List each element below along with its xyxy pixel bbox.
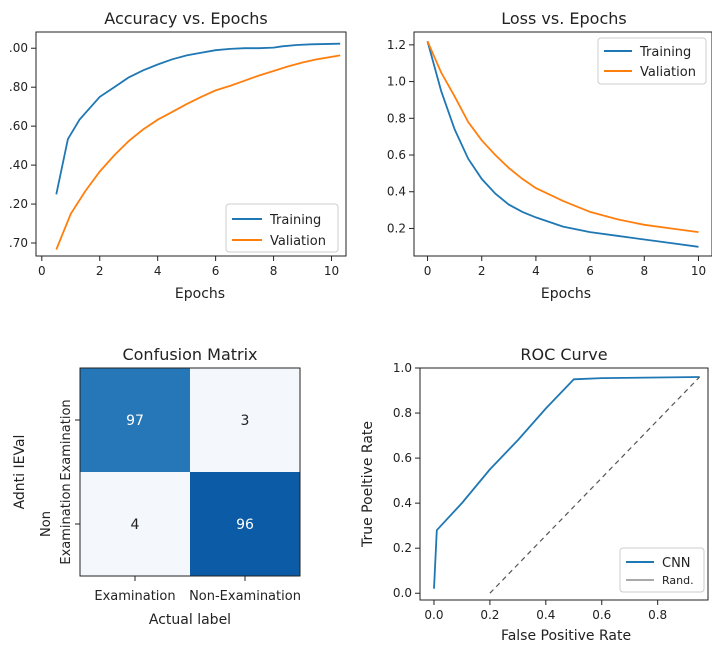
accuracy-ytick-label-1: .20 [9,197,28,211]
loss-xtick-label-3: 6 [586,264,594,278]
roc-xtick-label-1: 0.2 [480,608,499,622]
roc-xtick-label-0: 0.0 [424,608,443,622]
loss-ytick-label-4: 1.0 [387,75,406,89]
roc-axes-frame [419,367,709,601]
roc-ytick-label-0: 0.0 [393,586,412,600]
accuracy-xtick-label-5: 10 [324,264,339,278]
accuracy-xtick-label-2: 4 [154,264,162,278]
roc-legend: CNN Rand. [619,547,705,593]
accuracy-ytick-label-3: .60 [9,119,28,133]
cm-frame [79,367,301,577]
roc-ytick-label-4: 0.8 [393,406,412,420]
accuracy-legend-training: Training [269,213,321,228]
accuracy-series-line-training [55,42,341,195]
cm-value-0-1: 3 [241,413,250,429]
roc-xtick-label-3: 0.6 [592,608,611,622]
accuracy-xtick-label-1: 2 [96,264,104,278]
loss-xtick-label-1: 2 [478,264,486,278]
accuracy-axes-frame [35,31,347,257]
accuracy-title: Accuracy vs. Epochs [104,9,267,28]
accuracy-legend: Training Valiation [225,203,339,253]
loss-axes-frame [413,31,712,257]
cm-x-category-1: Non-Examination [189,589,301,604]
accuracy-series-line-valiation [55,54,341,250]
loss-ytick-label-3: 0.8 [387,111,406,125]
loss-legend-validation: Valiation [640,65,696,80]
accuracy-xtick-label-3: 6 [212,264,220,278]
roc-xtick-label-4: 0.8 [648,608,667,622]
roc-ytick-label-5: 1.0 [393,361,412,375]
roc-series-line-cnn [433,376,700,589]
roc-title: ROC Curve [520,345,607,364]
confusion-matrix-title: Confusion Matrix [122,345,257,364]
loss-panel: Loss vs. Epochs 0 2 4 6 8 10 0.2 0.4 0.6 0.8 1.0 1.… [387,9,712,302]
cm-cell-0-1 [190,368,300,472]
roc-xtick-label-2: 0.4 [536,608,555,622]
roc-legend-cnn: CNN [662,556,691,571]
roc-x-axis-label: False Positive Rate [501,628,631,644]
accuracy-panel: Accuracy vs. Epochs 0 2 4 6 8 10 .70 .20 .40 .60.… [9,9,347,302]
loss-xtick-label-4: 8 [640,264,648,278]
loss-legend-training: Training [639,45,691,60]
loss-ytick-label-5: 1.2 [387,38,406,52]
loss-legend: Training Valiation [597,37,707,85]
accuracy-x-axis-label: Epochs [175,286,225,302]
roc-ytick-label-2: 0.4 [393,496,412,510]
loss-title: Loss vs. Epochs [501,9,626,28]
accuracy-ytick-label-2: .40 [9,158,28,172]
cm-y-category-1-line-1: Non [39,511,54,537]
loss-xtick-label-0: 0 [424,264,432,278]
loss-x-axis-label: Epochs [541,286,591,302]
cm-y-category-0: Examination [59,399,74,480]
cm-value-1-1: 96 [236,517,254,533]
roc-ytick-label-3: 0.6 [393,451,412,465]
accuracy-xtick-label-0: 0 [38,264,46,278]
roc-y-axis-label: True Poeltive Rate [360,421,376,548]
loss-ytick-label-0: 0.2 [387,221,406,235]
roc-legend-rand: Rand. [662,574,694,587]
loss-xtick-label-2: 4 [532,264,540,278]
accuracy-legend-validation: Valiation [270,234,326,249]
accuracy-xtick-label-4: 8 [270,264,278,278]
cm-cell-0-0 [80,368,190,472]
cm-y-axis-label: Adnti IEVal [12,435,28,510]
cm-cell-1-0 [80,472,190,576]
cm-x-category-0: Examination [94,589,175,604]
loss-legend-box [597,37,707,85]
accuracy-ytick-label-5: .00 [9,41,28,55]
cm-value-1-0: 4 [131,517,140,533]
roc-panel: ROC Curve 0.0 0.2 0.4 0.6 0.8 0.0 0.2 0.4 0.6 0.8… [360,345,709,644]
roc-legend-box [619,547,705,593]
confusion-matrix-panel: Confusion Matrix 97 3 4 96 Examination N… [12,345,301,628]
loss-ytick-label-1: 0.4 [387,185,406,199]
cm-y-category-1: Non Examination [39,483,74,564]
loss-series-line-valiation [426,40,699,233]
loss-xtick-label-5: 10 [691,264,706,278]
cm-x-axis-label: Actual label [149,612,231,628]
cm-value-0-0: 97 [126,413,144,429]
loss-ytick-label-2: 0.6 [387,148,406,162]
loss-series-line-training [426,40,699,248]
cm-cell-1-1 [190,472,300,576]
roc-ytick-label-1: 0.2 [393,541,412,555]
accuracy-ytick-label-0: .70 [9,236,28,250]
accuracy-ytick-label-4: .80 [9,80,28,94]
cm-y-category-1-line-2: Examination [59,483,74,564]
